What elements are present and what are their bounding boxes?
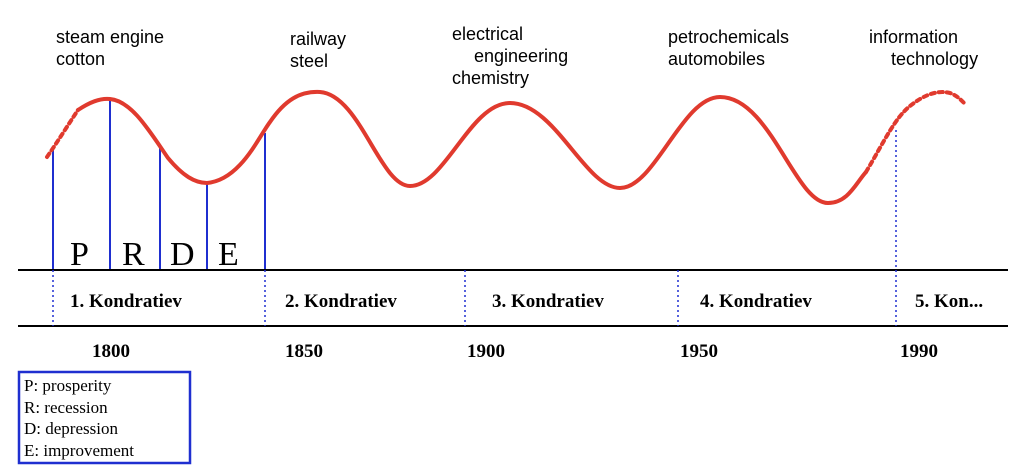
industry-label-2: railway steel: [290, 29, 351, 71]
phase-letter-d: D: [170, 236, 195, 273]
industry-label-1-line-2: cotton: [56, 49, 105, 69]
wave-separators: [52, 130, 897, 326]
industry-label-1: steam engine cotton: [56, 27, 169, 69]
curve-dotted-end: [864, 90, 968, 174]
year-label-1800: 1800: [92, 341, 130, 362]
legend-item-recession: R: recession: [24, 398, 108, 417]
curve-main: [76, 89, 868, 206]
band-lines: [18, 269, 1008, 327]
phase-letters: P R D E: [70, 236, 239, 273]
phase-boundaries: [52, 99, 266, 270]
industry-label-3-line-3: chemistry: [452, 68, 529, 88]
industry-label-5-line-2: technology: [891, 49, 978, 69]
industry-label-5: information technology: [869, 27, 978, 69]
industry-label-4: petrochemicals automobiles: [668, 27, 794, 69]
industry-label-4-line-1: petrochemicals: [668, 27, 789, 47]
year-labels: 1800 1850 1900 1950 1990: [92, 341, 938, 362]
wave-name-1: 1. Kondratiev: [70, 291, 182, 312]
industry-label-5-line-1: information: [869, 27, 958, 47]
industry-label-1-line-1: steam engine: [56, 27, 164, 47]
phase-letter-r: R: [122, 236, 145, 273]
wave-name-5: 5. Kon...: [915, 291, 983, 312]
industry-label-3: electrical engineering chemistry: [452, 24, 573, 88]
legend-item-prosperity: P: prosperity: [24, 376, 112, 395]
wave-names: 1. Kondratiev 2. Kondratiev 3. Kondratie…: [70, 291, 983, 312]
industry-label-4-line-2: automobiles: [668, 49, 765, 69]
legend-item-depression: D: depression: [24, 419, 118, 438]
year-label-1850: 1850: [285, 341, 323, 362]
industry-label-2-line-2: steel: [290, 51, 328, 71]
legend-border: [17, 370, 192, 465]
wave-name-4: 4. Kondratiev: [700, 291, 812, 312]
industry-labels: steam engine cotton railway steel electr…: [56, 24, 978, 88]
kondratiev-curve: [45, 89, 968, 206]
industry-label-3-line-1: electrical: [452, 24, 523, 44]
year-label-1990: 1990: [900, 341, 938, 362]
wave-name-2: 2. Kondratiev: [285, 291, 397, 312]
phase-letter-e: E: [218, 236, 239, 273]
year-label-1950: 1950: [680, 341, 718, 362]
industry-label-2-line-1: railway: [290, 29, 346, 49]
legend: P: prosperity R: recession D: depression…: [17, 370, 192, 465]
legend-item-improvement: E: improvement: [24, 441, 134, 460]
wave-name-3: 3. Kondratiev: [492, 291, 604, 312]
curve-dotted-start: [45, 108, 80, 159]
year-label-1900: 1900: [467, 341, 505, 362]
industry-label-3-line-2: engineering: [474, 46, 568, 66]
phase-letter-p: P: [70, 236, 89, 273]
